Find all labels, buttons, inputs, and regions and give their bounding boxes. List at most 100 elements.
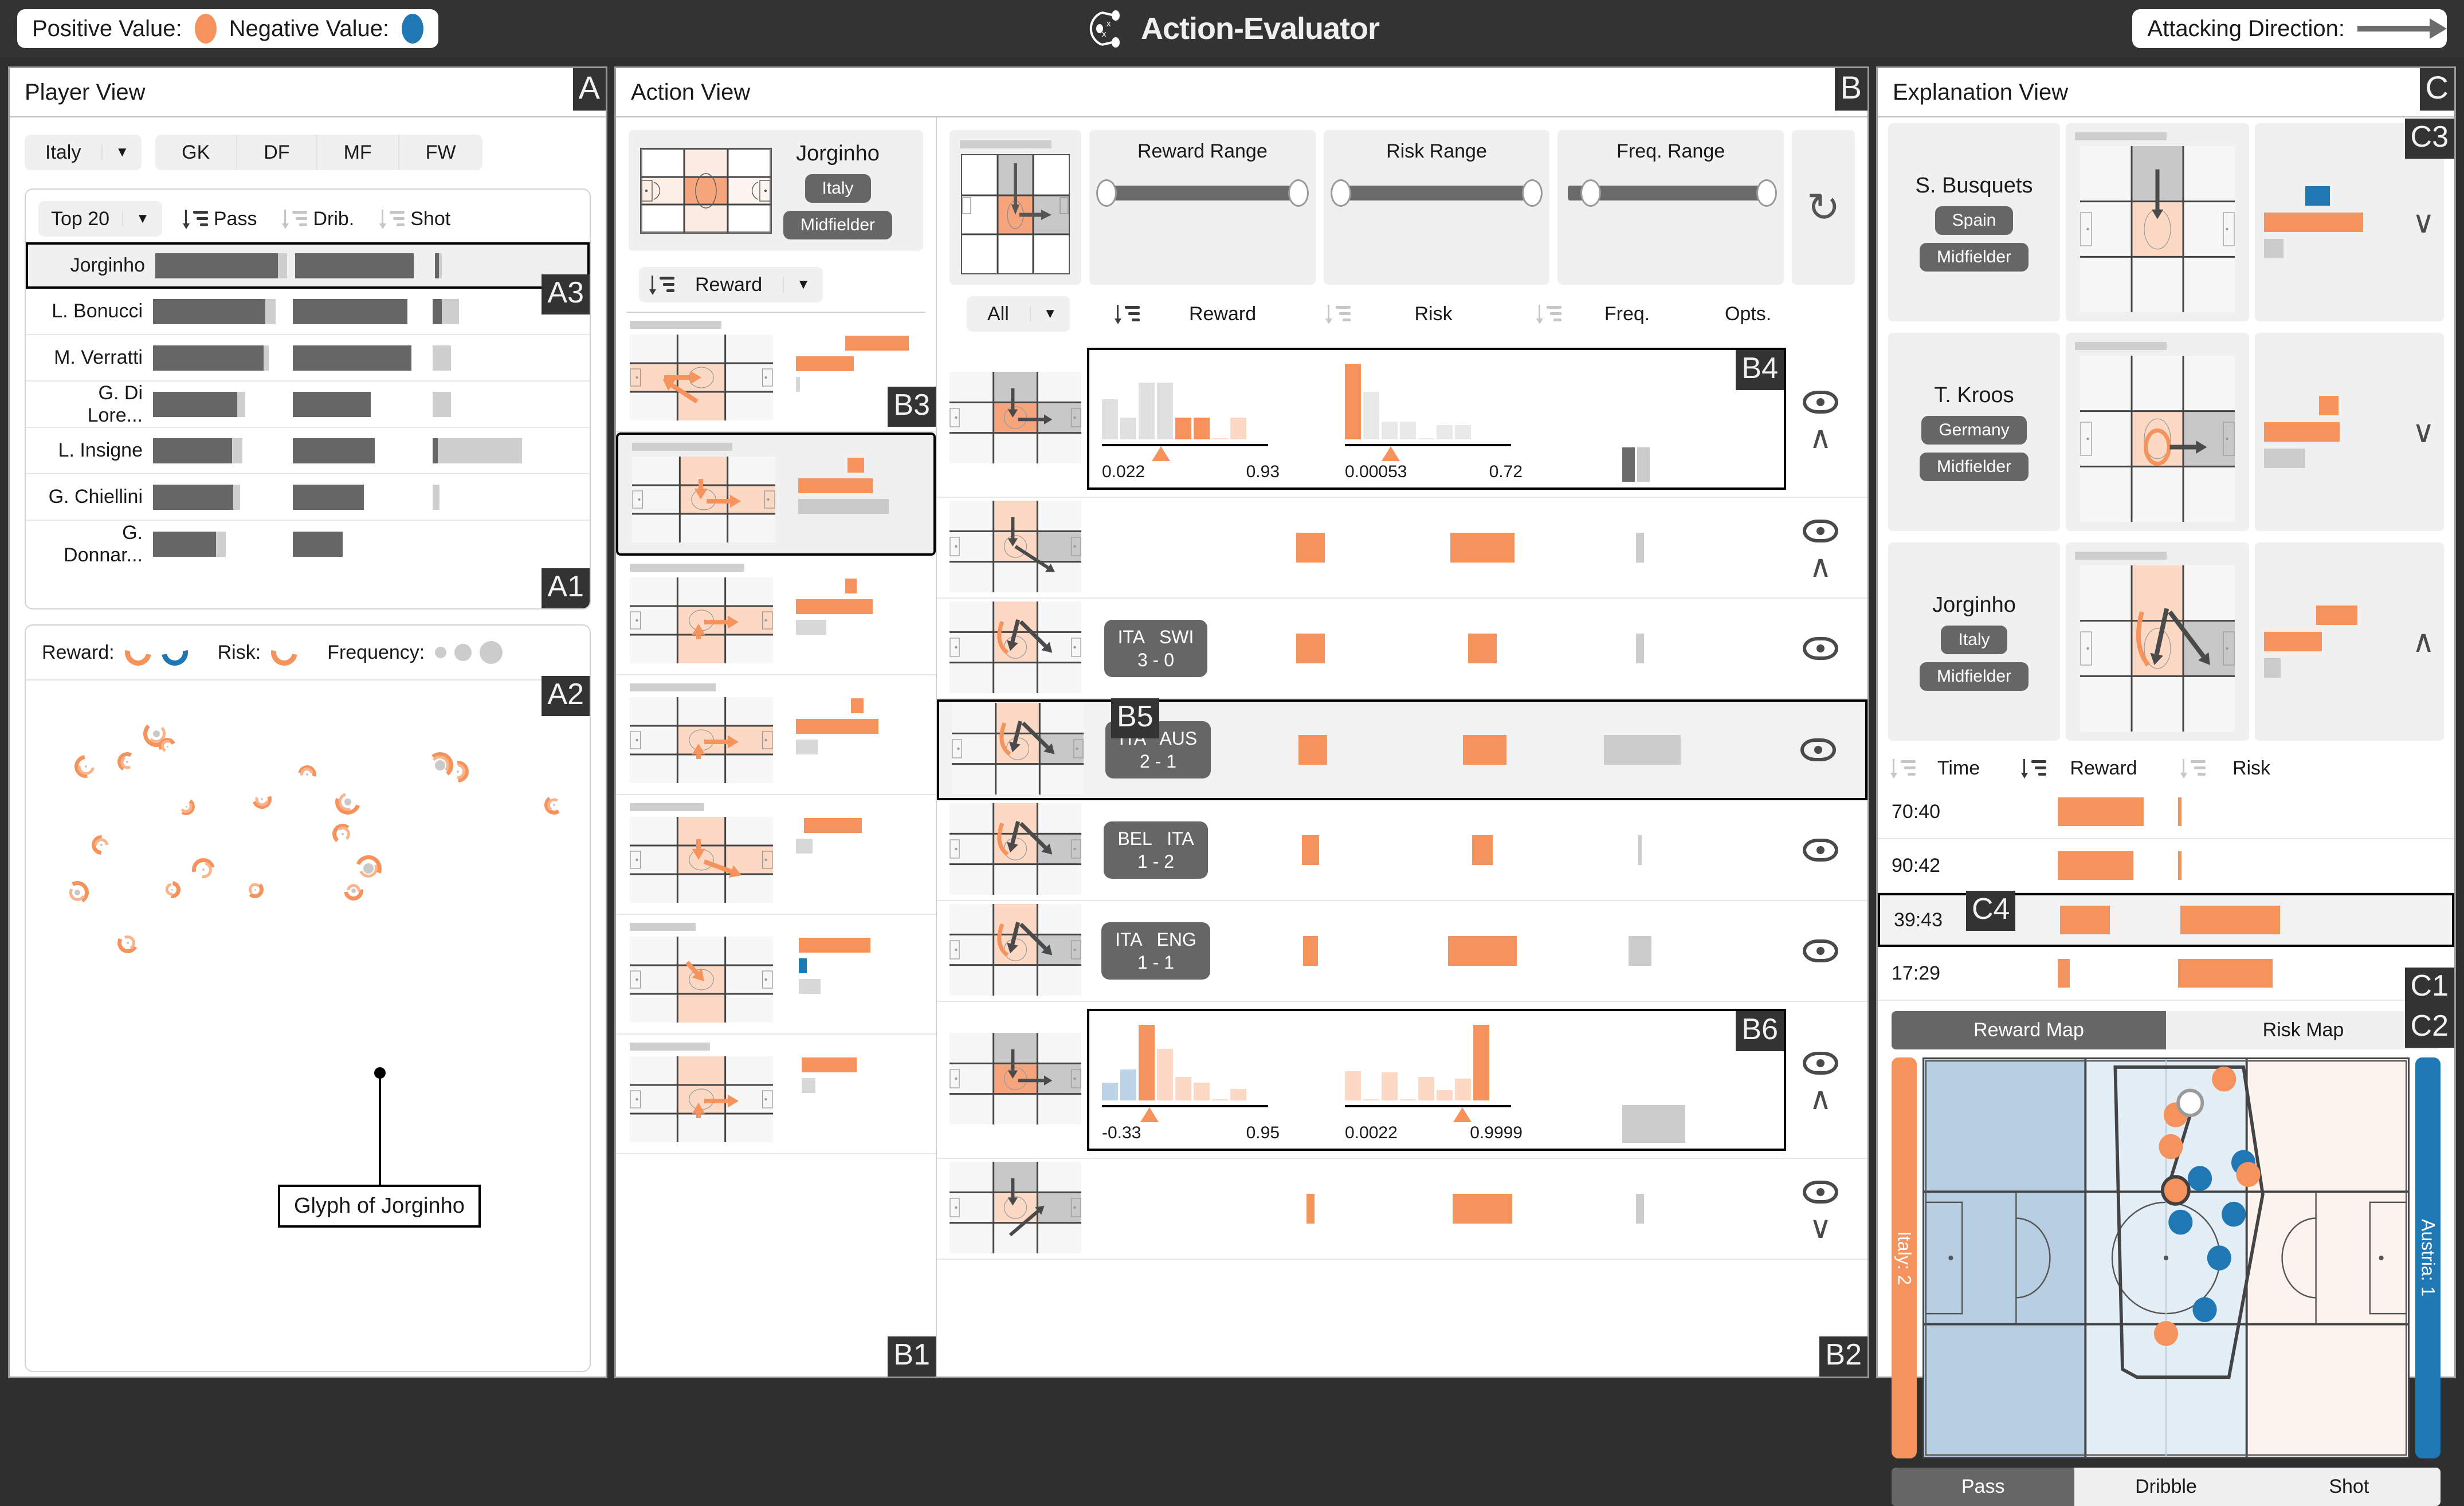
- sort-icon[interactable]: [182, 207, 208, 230]
- table-row[interactable]: Jorginho: [26, 242, 590, 289]
- player-glyph[interactable]: [63, 878, 92, 907]
- position-filter-group[interactable]: GK DF MF FW: [155, 135, 482, 170]
- player-glyph[interactable]: [543, 793, 566, 816]
- table-row[interactable]: L. Bonucci: [26, 289, 590, 335]
- column-risk[interactable]: Risk: [1414, 302, 1453, 325]
- action-row[interactable]: ITA ENG 1 - 1: [937, 901, 1867, 1002]
- similar-player-card[interactable]: Jorginho Italy Midfielder ∧: [1878, 537, 2454, 746]
- sort-icon[interactable]: [1536, 302, 1561, 325]
- player-glyph[interactable]: [176, 796, 197, 817]
- match-pitch-map[interactable]: [1922, 1057, 2410, 1458]
- sort-drib-label[interactable]: Drib.: [313, 207, 355, 230]
- risk-range-knob-low[interactable]: [1330, 179, 1351, 207]
- eye-icon[interactable]: [1803, 1180, 1838, 1204]
- freq-range-knob-low[interactable]: [1580, 179, 1602, 207]
- action-card[interactable]: [616, 1035, 936, 1154]
- freq-range-filter[interactable]: Freq. Range: [1557, 130, 1784, 285]
- action-row[interactable]: ∧: [937, 498, 1867, 599]
- action-card[interactable]: [616, 313, 936, 432]
- player-glyph[interactable]: [331, 785, 365, 819]
- position-df[interactable]: DF: [237, 135, 317, 170]
- chevron-up-icon[interactable]: ∧: [1809, 420, 1832, 455]
- player-glyph[interactable]: [249, 786, 275, 812]
- match-select[interactable]: All ▼: [967, 296, 1070, 332]
- chevron-up-icon[interactable]: ∧: [1809, 549, 1832, 584]
- eye-icon[interactable]: [1803, 939, 1838, 962]
- position-gk[interactable]: GK: [155, 135, 238, 170]
- action-row[interactable]: ∨: [937, 1159, 1867, 1260]
- column-reward[interactable]: Reward: [2070, 757, 2137, 779]
- action-card[interactable]: [616, 675, 936, 795]
- action-type-tab-group[interactable]: Pass Dribble Shot: [1892, 1468, 2441, 1506]
- map-tab-group[interactable]: Reward Map Risk Map: [1892, 1011, 2441, 1049]
- column-reward[interactable]: Reward: [1188, 302, 1257, 325]
- chevron-down-icon[interactable]: ∨: [1809, 1210, 1832, 1245]
- team-select[interactable]: Italy ▼: [25, 135, 142, 170]
- chevron-up-icon[interactable]: ∧: [1809, 1081, 1832, 1116]
- table-row[interactable]: G. Di Lore...: [26, 382, 590, 428]
- left-sort-select[interactable]: Reward ▼: [639, 267, 823, 302]
- position-fw[interactable]: FW: [425, 141, 456, 163]
- table-row[interactable]: 70:40: [1878, 785, 2454, 839]
- eye-icon[interactable]: [1803, 637, 1838, 660]
- column-time[interactable]: Time: [1937, 757, 1980, 779]
- eye-icon[interactable]: [1800, 738, 1836, 761]
- table-row[interactable]: 17:29: [1878, 947, 2454, 1001]
- column-risk[interactable]: Risk: [2232, 757, 2271, 779]
- tab-shot[interactable]: Shot: [2329, 1476, 2369, 1497]
- chevron-down-icon[interactable]: ∨: [2412, 414, 2435, 449]
- match-badge[interactable]: ITA SWI 3 - 0: [1104, 620, 1208, 677]
- action-card[interactable]: [616, 432, 936, 556]
- eye-icon[interactable]: [1803, 390, 1838, 414]
- chevron-down-icon[interactable]: ∨: [2412, 205, 2435, 239]
- player-glyph[interactable]: [246, 880, 264, 899]
- tab-pass[interactable]: Pass: [1892, 1468, 2075, 1506]
- tab-dribble[interactable]: Dribble: [2135, 1476, 2197, 1497]
- risk-range-slider[interactable]: [1330, 179, 1543, 207]
- table-row[interactable]: G. Donnar...: [26, 521, 590, 567]
- table-row[interactable]: G. Chiellini: [26, 474, 590, 521]
- freq-range-knob-high[interactable]: [1756, 179, 1778, 207]
- player-glyph[interactable]: [159, 877, 185, 902]
- action-row[interactable]: 0.022 0.93 0.00053 0.72 B4 ∧: [937, 341, 1867, 498]
- sort-pass-label[interactable]: Pass: [213, 207, 257, 230]
- player-glyph[interactable]: [187, 854, 219, 886]
- player-glyph[interactable]: [87, 831, 116, 859]
- sort-icon[interactable]: [2180, 757, 2206, 780]
- player-glyph[interactable]: [156, 735, 179, 758]
- column-freq[interactable]: Freq.: [1604, 302, 1650, 325]
- tab-risk-map[interactable]: Risk Map: [2262, 1019, 2344, 1041]
- action-row[interactable]: BEL ITA 1 - 2: [937, 800, 1867, 901]
- sort-shot-label[interactable]: Shot: [410, 207, 451, 230]
- eye-icon[interactable]: [1803, 1051, 1838, 1075]
- action-row[interactable]: ITA AUS 2 - 1 B5: [937, 698, 1867, 800]
- table-row[interactable]: M. Verratti: [26, 335, 590, 382]
- similar-player-card[interactable]: S. Busquets Spain Midfielder ∨: [1878, 117, 2454, 327]
- refresh-button[interactable]: ↻: [1792, 130, 1855, 285]
- player-glyph[interactable]: [331, 823, 354, 846]
- reward-range-knob-high[interactable]: [1288, 179, 1309, 207]
- reward-range-filter[interactable]: Reward Range: [1089, 130, 1316, 285]
- table-row[interactable]: 90:42: [1878, 839, 2454, 893]
- match-badge[interactable]: BEL ITA 1 - 2: [1104, 821, 1208, 879]
- player-glyph[interactable]: [143, 721, 170, 747]
- player-glyph[interactable]: [442, 756, 473, 787]
- player-glyph[interactable]: [69, 750, 103, 783]
- chevron-up-icon[interactable]: ∧: [2412, 624, 2435, 659]
- eye-icon[interactable]: [1803, 839, 1838, 862]
- reward-range-knob-low[interactable]: [1096, 179, 1117, 207]
- risk-range-knob-high[interactable]: [1522, 179, 1543, 207]
- reward-range-slider[interactable]: [1096, 179, 1309, 207]
- tab-reward-map[interactable]: Reward Map: [1892, 1011, 2166, 1049]
- eye-icon[interactable]: [1803, 519, 1838, 542]
- player-glyph[interactable]: [115, 930, 141, 956]
- table-row[interactable]: L. Insigne: [26, 428, 590, 474]
- sort-icon[interactable]: [1325, 302, 1351, 325]
- table-row[interactable]: 39:43 C4: [1878, 891, 2454, 947]
- player-glyph[interactable]: [115, 749, 140, 774]
- sort-icon[interactable]: [649, 273, 674, 296]
- sort-icon[interactable]: [282, 207, 308, 230]
- position-mf[interactable]: MF: [317, 135, 399, 170]
- player-glyph-scatter[interactable]: Glyph of Jorginho: [26, 681, 590, 1348]
- action-card[interactable]: [616, 795, 936, 915]
